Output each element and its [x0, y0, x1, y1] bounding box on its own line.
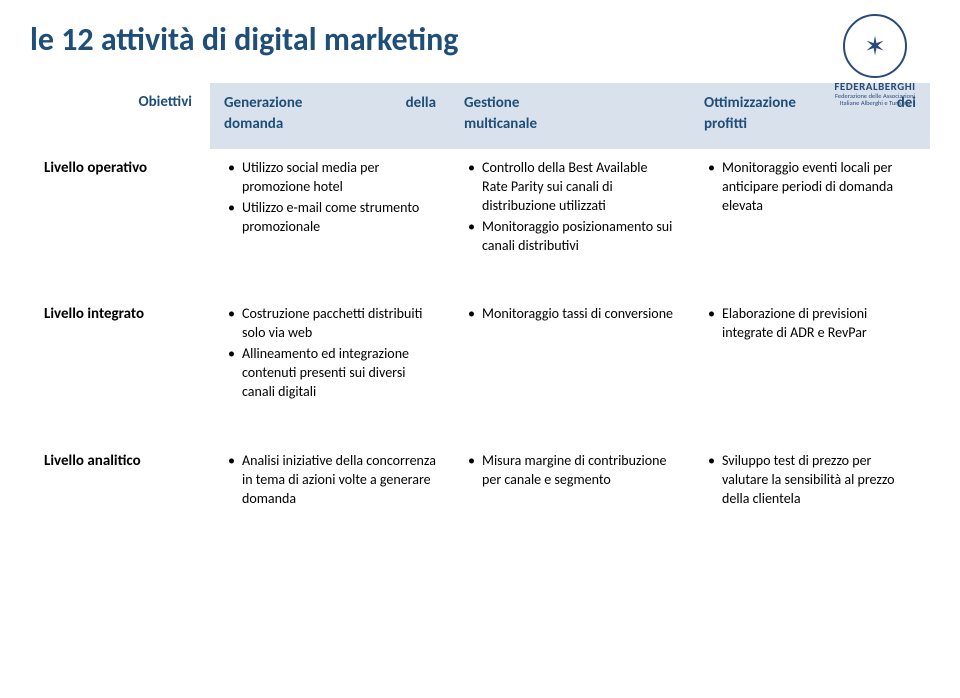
logo-subline2: Italiane Alberghi e Turismo [820, 100, 930, 107]
row-operativo: Livello operativo Utilizzo social media … [30, 149, 930, 271]
cell-analitico-c3: Sviluppo test di prezzo per valutare la … [690, 442, 930, 525]
list-item: Analisi iniziative della concorrenza in … [224, 452, 436, 509]
cell-integrato-c2: Monitoraggio tassi di conversione [450, 295, 690, 417]
cell-integrato-c1: Costruzione pacchetti distribuiti solo v… [210, 295, 450, 417]
table-header-row: Obiettivi Generazione della domanda Gest… [30, 83, 930, 149]
list-item: Controllo della Best Available Rate Pari… [464, 159, 676, 216]
cell-operativo-c1: Utilizzo social media per promozione hot… [210, 149, 450, 271]
list-item: Monitoraggio posizionamento sui canali d… [464, 218, 676, 256]
activities-table: Obiettivi Generazione della domanda Gest… [30, 83, 930, 525]
header-text: domanda [224, 114, 283, 135]
cell-analitico-c1: Analisi iniziative della concorrenza in … [210, 442, 450, 525]
row-label-operativo: Livello operativo [30, 149, 210, 271]
logo-emblem: ✶ [843, 14, 907, 78]
list-item: Sviluppo test di prezzo per valutare la … [704, 452, 916, 509]
list-item: Misura margine di contribuzione per cana… [464, 452, 676, 490]
list-item: Monitoraggio eventi locali per anticipar… [704, 159, 916, 216]
slide-title: le 12 attività di digital marketing [30, 20, 930, 59]
logo-federalberghi: ✶ FEDERALBERGHI Federazione delle Associ… [820, 14, 930, 107]
row-integrato: Livello integrato Costruzione pacchetti … [30, 295, 930, 417]
header-text: multicanale [464, 114, 537, 135]
cell-analitico-c2: Misura margine di contribuzione per cana… [450, 442, 690, 525]
list-item: Utilizzo e-mail come strumento promozion… [224, 199, 436, 237]
header-text: Generazione [224, 93, 302, 114]
obiettivi-label: Obiettivi [30, 83, 210, 149]
cell-operativo-c3: Monitoraggio eventi locali per anticipar… [690, 149, 930, 271]
list-item: Elaborazione di previsioni integrate di … [704, 305, 916, 343]
header-text: Ottimizzazione [704, 93, 796, 114]
cell-integrato-c3: Elaborazione di previsioni integrate di … [690, 295, 930, 417]
row-analitico: Livello analitico Analisi iniziative del… [30, 442, 930, 525]
header-gestione: Gestione multicanale [450, 83, 690, 149]
cell-operativo-c2: Controllo della Best Available Rate Pari… [450, 149, 690, 271]
star-icon: ✶ [864, 30, 886, 62]
list-item: Monitoraggio tassi di conversione [464, 305, 676, 324]
list-item: Utilizzo social media per promozione hot… [224, 159, 436, 197]
list-item: Costruzione pacchetti distribuiti solo v… [224, 305, 436, 343]
row-label-integrato: Livello integrato [30, 295, 210, 417]
header-text: Gestione [464, 93, 519, 114]
list-item: Allineamento ed integrazione contenuti p… [224, 345, 436, 402]
header-generazione: Generazione della domanda [210, 83, 450, 149]
header-text: profitti [704, 114, 747, 135]
header-text: della [406, 93, 436, 114]
row-label-analitico: Livello analitico [30, 442, 210, 525]
